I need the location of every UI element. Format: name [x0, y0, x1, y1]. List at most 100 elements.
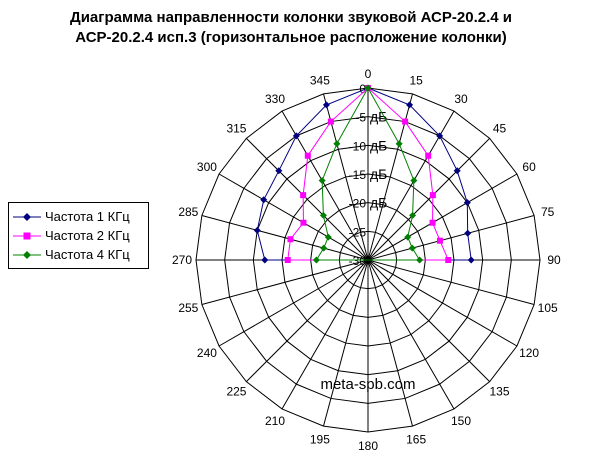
grid-spoke	[367, 215, 535, 261]
series-marker-1	[253, 226, 261, 234]
radial-unit-label: дБ	[370, 166, 387, 182]
angle-label: 15	[409, 73, 423, 87]
series-marker-3	[410, 177, 418, 185]
series-marker-2	[445, 257, 452, 263]
series-marker-1	[260, 196, 268, 204]
series-marker-2	[429, 192, 436, 199]
series-marker-1	[406, 101, 414, 109]
series-marker-3	[324, 233, 332, 241]
series-marker-1	[463, 199, 471, 207]
radial-unit-label: дБ	[370, 195, 387, 211]
angle-label: 75	[541, 205, 555, 219]
angle-label: 330	[265, 92, 285, 106]
legend-item-2khz: Частота 2 КГц	[13, 226, 148, 245]
series-marker-1	[292, 132, 300, 140]
angle-label: 120	[519, 346, 539, 360]
angle-label: 210	[265, 414, 285, 428]
series-marker-3	[320, 244, 328, 252]
series-marker-2	[436, 237, 443, 244]
angle-label: 315	[226, 121, 246, 135]
grid-spoke	[367, 259, 535, 305]
angle-label: 105	[538, 301, 558, 315]
legend-label-1khz: Частота 1 КГц	[45, 209, 130, 224]
series-line-3	[315, 86, 421, 261]
grid-spoke	[367, 259, 518, 347]
series-marker-3	[318, 177, 326, 185]
series-marker-3	[408, 244, 416, 252]
grid-spoke	[246, 259, 369, 382]
series-marker-1	[453, 167, 461, 175]
radial-unit-label: дБ	[370, 109, 387, 125]
series-marker-3	[319, 211, 327, 219]
series-marker-2	[304, 152, 311, 159]
grid-spoke	[367, 259, 455, 410]
angle-label: 60	[522, 160, 536, 174]
series-marker-2	[284, 257, 291, 263]
chart-title: Диаграмма направленности колонки звуково…	[0, 8, 602, 48]
angle-label: 0	[365, 67, 372, 81]
series-marker-1	[467, 256, 475, 264]
grid-spoke	[218, 173, 369, 261]
series-marker-1	[275, 167, 283, 175]
series-marker-2	[300, 219, 307, 226]
legend-marker-4khz	[13, 250, 41, 259]
angle-label: 135	[490, 385, 510, 399]
angle-label: 240	[197, 346, 217, 360]
angle-label: 180	[358, 439, 378, 453]
grid-spoke	[367, 259, 413, 427]
grid-spoke	[323, 259, 369, 427]
radial-unit-label: дБ	[370, 137, 387, 153]
series-marker-3	[409, 211, 417, 219]
series-marker-1	[436, 132, 444, 140]
series-marker-2	[300, 192, 307, 199]
series-marker-3	[364, 84, 372, 92]
angle-label: 270	[172, 253, 192, 267]
legend: Частота 1 КГц Частота 2 КГц Частота 4 КГ…	[8, 202, 149, 269]
series-marker-1	[261, 256, 269, 264]
angle-label: 90	[547, 253, 561, 267]
angle-label: 45	[493, 121, 507, 135]
grid-spoke	[281, 259, 369, 410]
radial-tick-label: -20	[349, 197, 367, 211]
angle-label: 300	[197, 160, 217, 174]
grid-spoke	[367, 259, 490, 382]
grid-spoke	[218, 259, 369, 347]
grid-spoke	[201, 259, 369, 305]
angle-label: 150	[451, 414, 471, 428]
angle-label: 225	[226, 385, 246, 399]
legend-item-4khz: Частота 4 КГц	[13, 245, 148, 264]
legend-item-1khz: Частота 1 КГц	[13, 207, 148, 226]
angle-label: 255	[178, 301, 198, 315]
angle-label: 345	[310, 73, 330, 87]
radial-tick-label: -30	[349, 254, 367, 268]
series-marker-2	[327, 118, 334, 125]
grid-spoke	[367, 110, 455, 261]
series-marker-2	[425, 152, 432, 159]
legend-label-2khz: Частота 2 КГц	[45, 228, 130, 243]
series-marker-3	[404, 233, 412, 241]
grid-spoke	[367, 173, 518, 261]
radial-tick-label: -5	[355, 111, 366, 125]
radial-tick-label: -10	[349, 139, 367, 153]
series-marker-1	[322, 101, 330, 109]
grid-spoke	[201, 215, 369, 261]
radial-tick-label: -15	[349, 168, 367, 182]
series-marker-1	[464, 229, 472, 237]
legend-label-4khz: Частота 4 КГц	[45, 247, 130, 262]
radial-tick-label: -25	[349, 225, 367, 239]
angle-label: 195	[310, 433, 330, 447]
grid-spoke	[246, 138, 369, 261]
chart-title-line-1: Диаграмма направленности колонки звуково…	[70, 9, 512, 26]
series-marker-3	[312, 256, 320, 264]
legend-marker-1khz	[13, 212, 41, 221]
angle-label: 285	[178, 205, 198, 219]
legend-marker-2khz	[13, 232, 41, 239]
watermark-text: meta-spb.com	[320, 376, 415, 393]
series-marker-3	[333, 140, 341, 148]
angle-label: 30	[454, 92, 468, 106]
series-marker-3	[416, 256, 424, 264]
series-marker-2	[402, 118, 409, 125]
grid-spoke	[367, 138, 490, 261]
series-marker-2	[429, 219, 436, 226]
